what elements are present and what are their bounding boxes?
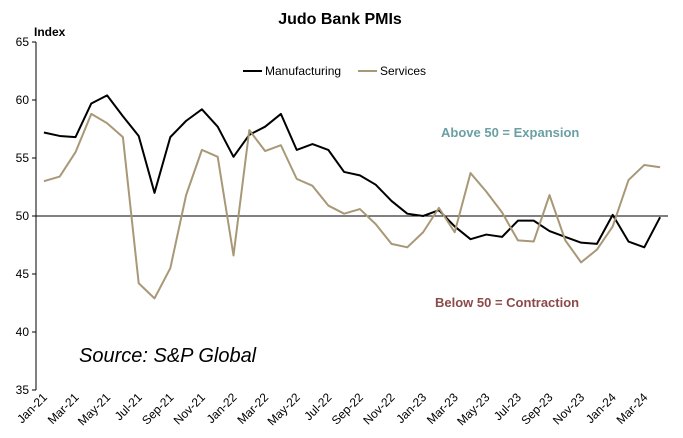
series-layer <box>43 94 661 300</box>
source-note: Source: S&P Global <box>79 345 257 367</box>
x-tick-label: Mar-21 <box>45 390 82 427</box>
x-tick-label: Nov-22 <box>360 390 397 427</box>
x-tick-label: Mar-22 <box>234 390 271 427</box>
legend-label-manufacturing: Manufacturing <box>265 64 341 78</box>
x-tick-label: Mar-23 <box>424 390 461 427</box>
annotation-expansion: Above 50 = Expansion <box>441 125 579 140</box>
x-tick-label: May-22 <box>265 390 303 428</box>
y-tick-label: 65 <box>16 35 30 49</box>
x-axis-ticks: Jan-21Mar-21May-21Jul-21Sep-21Nov-21Jan-… <box>14 390 650 428</box>
series-line-manufacturing <box>43 94 661 249</box>
x-tick-label: Sep-23 <box>518 390 555 427</box>
x-tick-label: Nov-23 <box>550 390 587 427</box>
x-tick-label: Sep-21 <box>139 390 176 427</box>
annotation-contraction: Below 50 = Contraction <box>435 295 579 310</box>
y-tick-label: 35 <box>16 383 30 397</box>
y-axis-ticks: 35 40 45 50 55 60 65 <box>16 35 36 397</box>
y-tick-label: 55 <box>16 151 30 165</box>
y-axis-label: Index <box>34 25 66 39</box>
x-tick-label: Sep-22 <box>329 390 366 427</box>
y-tick-label: 45 <box>16 267 30 281</box>
x-tick-label: Jan-22 <box>204 390 240 426</box>
y-tick-label: 50 <box>16 209 30 223</box>
x-tick-label: May-21 <box>75 390 113 428</box>
legend-label-services: Services <box>380 64 426 78</box>
x-tick-label: Jan-24 <box>583 390 619 426</box>
y-tick-label: 40 <box>16 325 30 339</box>
chart-title: Judo Bank PMIs <box>278 11 402 28</box>
x-tick-label: May-23 <box>454 390 492 428</box>
x-tick-label: Nov-21 <box>171 390 208 427</box>
x-tick-label: Mar-24 <box>614 390 651 427</box>
x-tick-label: Jan-23 <box>393 390 429 426</box>
y-tick-label: 60 <box>16 93 30 107</box>
series-line-services <box>43 112 661 300</box>
legend: Manufacturing Services <box>243 64 426 78</box>
